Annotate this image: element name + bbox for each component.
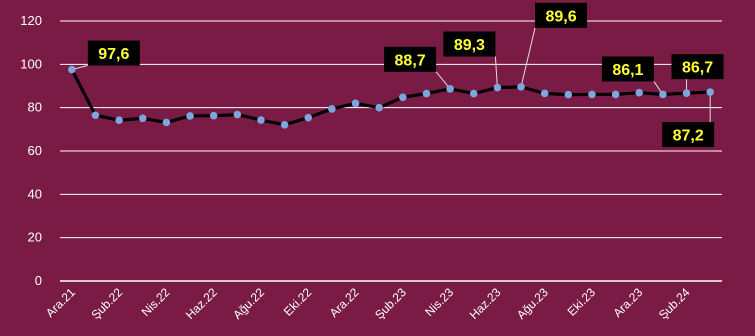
data-point xyxy=(162,118,171,127)
data-point xyxy=(115,116,123,125)
callout-box xyxy=(384,46,437,72)
data-point xyxy=(682,89,691,97)
y-tick-label: 60 xyxy=(28,143,42,158)
data-label: 88,7 xyxy=(395,52,426,69)
y-tick-label: 100 xyxy=(20,56,42,71)
data-point xyxy=(611,90,620,99)
callout-box xyxy=(662,122,715,148)
data-point xyxy=(328,105,336,113)
data-label: 86,1 xyxy=(612,62,643,79)
y-axis: 0 20 40 60 80 100 120 xyxy=(20,13,42,288)
data-point xyxy=(469,89,478,98)
data-point xyxy=(659,90,667,99)
data-point xyxy=(209,111,218,120)
series-line-path xyxy=(70,68,711,127)
data-point xyxy=(493,83,502,92)
series-line xyxy=(70,68,711,127)
callout-box xyxy=(443,31,496,57)
data-callouts: 97,6 88,7 89,3 89,6 86,1 86,7 87,2 xyxy=(87,2,724,148)
callout-box xyxy=(535,2,588,28)
data-point xyxy=(635,88,644,97)
data-point xyxy=(233,110,242,119)
data-label: 89,3 xyxy=(454,37,485,54)
y-tick-label: 0 xyxy=(35,273,42,288)
callout-box xyxy=(671,54,724,80)
data-label: 89,6 xyxy=(545,8,576,25)
y-tick-label: 40 xyxy=(28,186,42,201)
data-point xyxy=(540,89,549,98)
data-point xyxy=(186,112,194,120)
data-label: 86,7 xyxy=(682,60,713,77)
data-point xyxy=(422,89,431,98)
data-point xyxy=(280,120,289,129)
data-point xyxy=(257,116,265,124)
y-tick-label: 120 xyxy=(20,13,42,28)
callout-box xyxy=(601,56,654,82)
data-label: 97,6 xyxy=(98,46,129,63)
data-point xyxy=(446,85,454,93)
callout-leader xyxy=(494,56,498,88)
data-point xyxy=(588,90,596,99)
data-point xyxy=(706,88,714,96)
data-point xyxy=(564,90,573,99)
data-markers xyxy=(68,65,714,129)
callout-box xyxy=(87,40,140,66)
y-tick-label: 20 xyxy=(28,230,42,245)
callout-leader-lines xyxy=(71,27,711,123)
data-point xyxy=(304,113,313,122)
data-label: 87,2 xyxy=(673,128,704,145)
data-point xyxy=(375,103,383,112)
data-point xyxy=(91,111,100,120)
data-point xyxy=(351,99,360,108)
y-tick-label: 80 xyxy=(28,100,42,115)
data-point xyxy=(517,83,525,91)
data-point xyxy=(68,65,76,74)
data-point xyxy=(138,114,147,123)
callout-leader xyxy=(520,27,536,87)
data-point xyxy=(399,93,407,102)
